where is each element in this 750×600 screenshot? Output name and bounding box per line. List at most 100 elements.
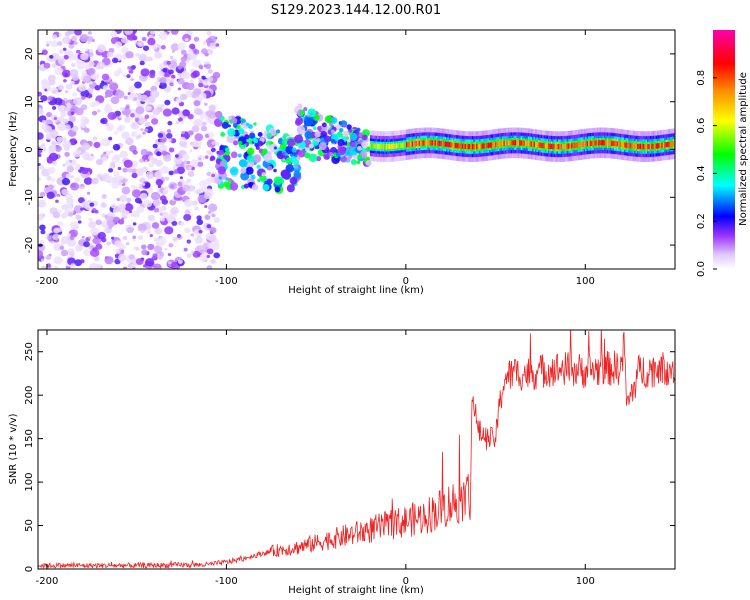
heatmap-cell bbox=[295, 117, 304, 125]
heatmap-cell bbox=[51, 178, 55, 182]
heatmap-cell bbox=[81, 70, 87, 76]
heatmap-cell bbox=[170, 207, 179, 215]
heatmap-cell bbox=[81, 95, 86, 100]
heatmap-cell bbox=[51, 34, 58, 40]
heatmap-cell bbox=[38, 107, 44, 115]
heatmap-cell bbox=[182, 184, 191, 192]
heatmap-cell bbox=[187, 90, 192, 95]
heatmap-cell bbox=[230, 180, 235, 185]
heatmap-cell bbox=[57, 84, 65, 91]
heatmap-cell bbox=[652, 143, 655, 149]
heatmap-cell bbox=[167, 30, 172, 33]
heatmap-cell bbox=[150, 30, 156, 35]
heatmap-cell bbox=[75, 244, 83, 252]
heatmap-cell bbox=[62, 47, 67, 51]
heatmap-cell bbox=[192, 70, 200, 78]
heatmap-cell bbox=[545, 143, 547, 149]
heatmap-cell bbox=[502, 140, 504, 147]
heatmap-cell bbox=[658, 143, 661, 149]
heatmap-cell bbox=[655, 143, 658, 149]
heatmap-cell bbox=[123, 116, 131, 124]
heatmap-cell bbox=[151, 157, 159, 165]
heatmap-cell bbox=[100, 117, 108, 125]
heatmap-cell bbox=[211, 213, 216, 218]
heatmap-cell bbox=[199, 244, 206, 251]
heatmap-cell bbox=[661, 142, 663, 148]
heatmap-cell bbox=[69, 235, 75, 241]
heatmap-cell bbox=[635, 143, 638, 149]
heatmap-cell bbox=[46, 175, 52, 181]
heatmap-cell bbox=[92, 236, 102, 245]
heatmap-cell bbox=[539, 142, 541, 148]
heatmap-cell bbox=[150, 114, 155, 119]
heatmap-cell bbox=[90, 248, 100, 258]
heatmap-cell bbox=[76, 61, 86, 70]
heatmap-cell bbox=[342, 130, 349, 137]
heatmap-cell bbox=[104, 175, 114, 184]
heatmap-cell bbox=[198, 64, 204, 70]
heatmap-cell bbox=[144, 182, 151, 189]
heatmap-cell bbox=[68, 115, 76, 123]
heatmap-cell bbox=[153, 199, 161, 207]
heatmap-cell bbox=[140, 68, 150, 77]
heatmap-cell bbox=[91, 210, 95, 214]
heatmap-cell bbox=[51, 106, 57, 110]
heatmap-cell bbox=[134, 81, 142, 89]
heatmap-cell bbox=[56, 122, 66, 132]
snr-ytick-label: 0 bbox=[24, 566, 35, 572]
heatmap-cell bbox=[83, 248, 92, 257]
heatmap-cell bbox=[289, 176, 298, 185]
heatmap-cell bbox=[81, 167, 89, 175]
heatmap-cell bbox=[160, 103, 165, 108]
heatmap-cell bbox=[547, 143, 550, 149]
heatmap-cell bbox=[170, 30, 179, 35]
heatmap-cell bbox=[250, 174, 256, 180]
heatmap-cell bbox=[346, 157, 351, 162]
heatmap-cell bbox=[519, 140, 521, 146]
heatmap-cell bbox=[194, 133, 204, 142]
heatmap-cell bbox=[56, 193, 61, 197]
heatmap-cell bbox=[58, 33, 63, 37]
heatmap-cell bbox=[147, 37, 156, 46]
heatmap-cell bbox=[487, 142, 490, 149]
heatmap-cell bbox=[206, 30, 212, 36]
heatmap-cell bbox=[139, 60, 145, 66]
heatmap-cell bbox=[183, 247, 188, 252]
heatmap-cell bbox=[89, 53, 94, 58]
heatmap-cell bbox=[559, 143, 562, 150]
heatmap-cell bbox=[294, 134, 304, 144]
heatmap-cell bbox=[407, 141, 409, 148]
heatmap-cell bbox=[524, 140, 527, 146]
heatmap-cell bbox=[402, 142, 405, 148]
heatmap-cell bbox=[237, 153, 242, 158]
heatmap-cell bbox=[49, 55, 54, 59]
heatmap-cell bbox=[641, 143, 643, 150]
heatmap-cell bbox=[333, 152, 337, 156]
heatmap-cell bbox=[183, 199, 193, 208]
heatmap-cell bbox=[53, 256, 63, 265]
heatmap-cell bbox=[54, 119, 59, 124]
heatmap-cell bbox=[137, 117, 146, 125]
heatmap-cell bbox=[183, 160, 188, 165]
heatmap-cell bbox=[208, 132, 215, 138]
heatmap-cell bbox=[210, 156, 216, 161]
heatmap-cell bbox=[413, 141, 415, 147]
heatmap-cell bbox=[144, 159, 148, 163]
colorbar-tick-label: 0.8 bbox=[696, 70, 707, 86]
heatmap-cell bbox=[173, 169, 179, 174]
heatmap-cell bbox=[83, 177, 93, 185]
heatmap-cell bbox=[230, 151, 238, 159]
heatmap-cell bbox=[645, 143, 648, 150]
heatmap-cell bbox=[631, 143, 633, 149]
heatmap-cell bbox=[132, 235, 137, 240]
heatmap-cell bbox=[46, 86, 52, 92]
heatmap-cell bbox=[53, 265, 59, 269]
heatmap-cell bbox=[187, 130, 194, 136]
heatmap-cell bbox=[87, 67, 96, 75]
heatmap-cell bbox=[118, 219, 125, 225]
heatmap-cell bbox=[134, 197, 142, 204]
heatmap-cell bbox=[80, 89, 90, 98]
heatmap-cell bbox=[342, 124, 347, 128]
heatmap-cell bbox=[471, 143, 474, 150]
heatmap-cell bbox=[509, 140, 511, 146]
